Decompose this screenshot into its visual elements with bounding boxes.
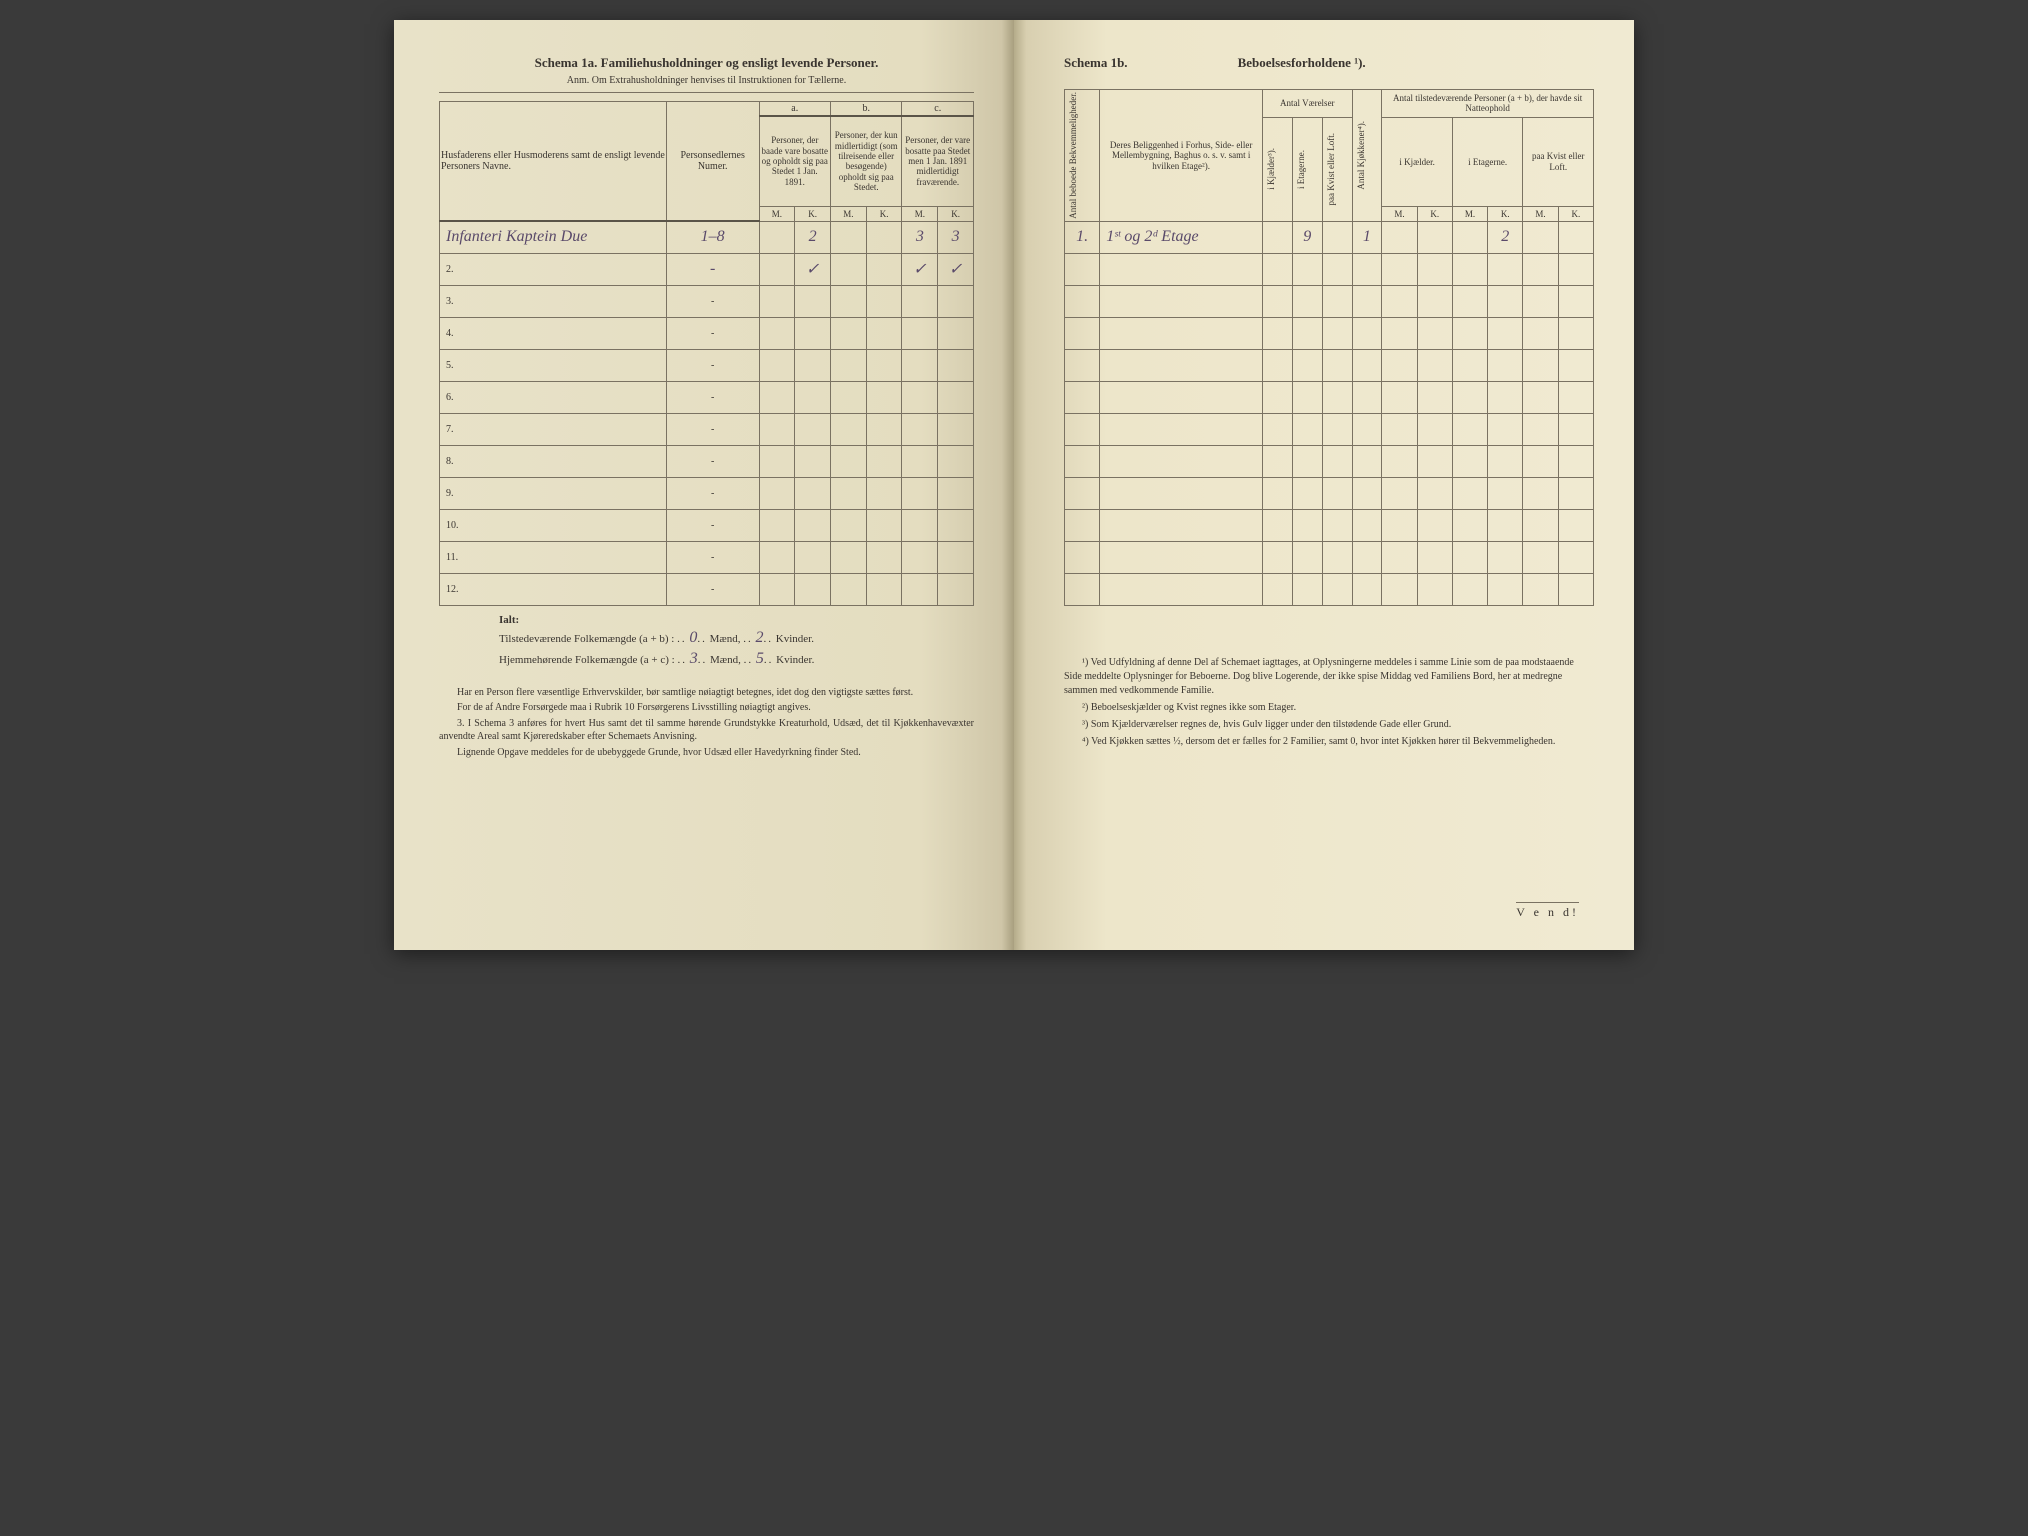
table-row: 2. - ✓ ✓ ✓ bbox=[440, 253, 974, 285]
table-row bbox=[1065, 477, 1594, 509]
header-b: b. bbox=[831, 102, 902, 117]
left-page: Schema 1a. Familiehusholdninger og ensli… bbox=[394, 20, 1014, 950]
header-beligg: Deres Beliggenhed i Forhus, Side- eller … bbox=[1100, 90, 1263, 222]
ialt-line-1: Tilstedeværende Folkemængde (a + b) : ..… bbox=[499, 629, 974, 647]
header-name: Husfaderens eller Husmoderens samt de en… bbox=[440, 102, 667, 222]
header-numer: Personsedlernes Numer. bbox=[666, 102, 759, 222]
header-c: c. bbox=[902, 102, 974, 117]
title-1b-a: Schema 1b. bbox=[1064, 55, 1128, 71]
ialt-section: Ialt: Tilstedeværende Folkemængde (a + b… bbox=[439, 614, 974, 668]
schema-1b-table: Antal beboede Bekvemmeligheder. Deres Be… bbox=[1064, 89, 1594, 606]
schema-1a-table: Husfaderens eller Husmoderens samt de en… bbox=[439, 101, 974, 606]
note-l3: 3. I Schema 3 anføres for hvert Hus samt… bbox=[439, 717, 974, 744]
header-bM: M. bbox=[831, 206, 867, 221]
header-aK: K. bbox=[795, 206, 831, 221]
table-row bbox=[1065, 381, 1594, 413]
ialt-2-k: 5 bbox=[756, 650, 764, 667]
table-row bbox=[1065, 573, 1594, 605]
schema-1a-subtitle: Anm. Om Extrahusholdninger henvises til … bbox=[439, 75, 974, 93]
header-kvist: paa Kvist eller Loft. bbox=[1326, 133, 1336, 205]
header-cK: K. bbox=[938, 206, 974, 221]
header-tilstede: Antal tilstedeværende Personer (a + b), … bbox=[1382, 90, 1594, 118]
ialt-1-a: Tilstedeværende Folkemængde (a + b) : bbox=[499, 633, 677, 645]
header-antal-vaer: Antal Værelser bbox=[1263, 90, 1352, 118]
ialt-2-m: 3 bbox=[690, 650, 698, 667]
header-paa-kvist: paa Kvist eller Loft. bbox=[1523, 117, 1594, 206]
header-antal-bekv: Antal beboede Bekvemmeligheder. bbox=[1068, 92, 1078, 219]
h-etM: M. bbox=[1452, 206, 1487, 221]
header-i-etag: i Etagerne. bbox=[1452, 117, 1523, 206]
table-row: 11. - bbox=[440, 541, 974, 573]
ialt-1-k: 2 bbox=[756, 629, 764, 646]
table-row: 5. - bbox=[440, 349, 974, 381]
table-row: 8. - bbox=[440, 445, 974, 477]
table-row: 3. - bbox=[440, 285, 974, 317]
schema-1a-title: Schema 1a. Familiehusholdninger og ensli… bbox=[439, 55, 974, 71]
h-kvM: M. bbox=[1523, 206, 1558, 221]
table-row bbox=[1065, 285, 1594, 317]
ialt-2-mid: Mænd, bbox=[710, 654, 744, 666]
table-row: 9. - bbox=[440, 477, 974, 509]
document-spread: Schema 1a. Familiehusholdninger og ensli… bbox=[394, 20, 1634, 950]
right-notes: ¹) Ved Udfyldning af denne Del af Schema… bbox=[1064, 656, 1594, 749]
note-r1: ¹) Ved Udfyldning af denne Del af Schema… bbox=[1064, 656, 1594, 698]
table-row: 7. - bbox=[440, 413, 974, 445]
header-kjaelder: i Kjælder³). bbox=[1266, 148, 1276, 190]
right-page: Schema 1b. Beboelsesforholdene ¹). Antal… bbox=[1014, 20, 1634, 950]
note-l4: Lignende Opgave meddeles for de ubebygge… bbox=[439, 746, 974, 760]
note-r2: ²) Beboelseskjælder og Kvist regnes ikke… bbox=[1064, 701, 1594, 715]
h-kvK: K. bbox=[1558, 206, 1593, 221]
table-row bbox=[1065, 541, 1594, 573]
h-kjK: K. bbox=[1417, 206, 1452, 221]
header-c-text: Personer, der vare bosatte paa Stedet me… bbox=[902, 116, 974, 206]
note-r4: ⁴) Ved Kjøkken sættes ½, dersom det er f… bbox=[1064, 735, 1594, 749]
vend-label: V e n d! bbox=[1516, 902, 1579, 920]
ialt-2-end: Kvinder. bbox=[776, 654, 814, 666]
header-a: a. bbox=[759, 102, 830, 117]
title-1b-b: Beboelsesforholdene ¹). bbox=[1238, 55, 1366, 71]
table-row: 4. - bbox=[440, 317, 974, 349]
note-r3: ³) Som Kjælderværelser regnes de, hvis G… bbox=[1064, 718, 1594, 732]
table-row bbox=[1065, 317, 1594, 349]
header-i-kjael: i Kjælder. bbox=[1382, 117, 1453, 206]
h-kjM: M. bbox=[1382, 206, 1417, 221]
note-l2: For de af Andre Forsørgede maa i Rubrik … bbox=[439, 701, 974, 715]
table-row: 1. 1ˢᵗ og 2ᵈ Etage 9 1 2 bbox=[1065, 221, 1594, 253]
note-l1: Har en Person flere væsentlige Erhvervsk… bbox=[439, 686, 974, 700]
schema-1b-title: Schema 1b. Beboelsesforholdene ¹). bbox=[1064, 55, 1594, 77]
table-row bbox=[1065, 509, 1594, 541]
left-notes: Har en Person flere væsentlige Erhvervsk… bbox=[439, 686, 974, 760]
table-row bbox=[1065, 349, 1594, 381]
ialt-line-2: Hjemmehørende Folkemængde (a + c) : .. 3… bbox=[499, 650, 974, 668]
header-bK: K. bbox=[866, 206, 902, 221]
table-row: 12. - bbox=[440, 573, 974, 605]
table-row bbox=[1065, 445, 1594, 477]
header-b-text: Personer, der kun midlertidigt (som tilr… bbox=[831, 116, 902, 206]
table-row: 6. - bbox=[440, 381, 974, 413]
header-kjokkener: Antal Kjøkkener⁴). bbox=[1356, 121, 1366, 190]
ialt-1-mid: Mænd, bbox=[710, 633, 744, 645]
ialt-2-a: Hjemmehørende Folkemængde (a + c) : bbox=[499, 654, 678, 666]
h-etK: K. bbox=[1488, 206, 1523, 221]
header-etagerne: i Etagerne. bbox=[1296, 150, 1306, 189]
table-row: Infanteri Kaptein Due 1–8 2 3 3 bbox=[440, 221, 974, 253]
table-row bbox=[1065, 413, 1594, 445]
header-a-text: Personer, der baade vare bosatte og opho… bbox=[759, 116, 830, 206]
ialt-label: Ialt: bbox=[499, 614, 974, 626]
header-cM: M. bbox=[902, 206, 938, 221]
header-aM: M. bbox=[759, 206, 795, 221]
table-row bbox=[1065, 253, 1594, 285]
table-row: 10. - bbox=[440, 509, 974, 541]
ialt-1-end: Kvinder. bbox=[776, 633, 814, 645]
